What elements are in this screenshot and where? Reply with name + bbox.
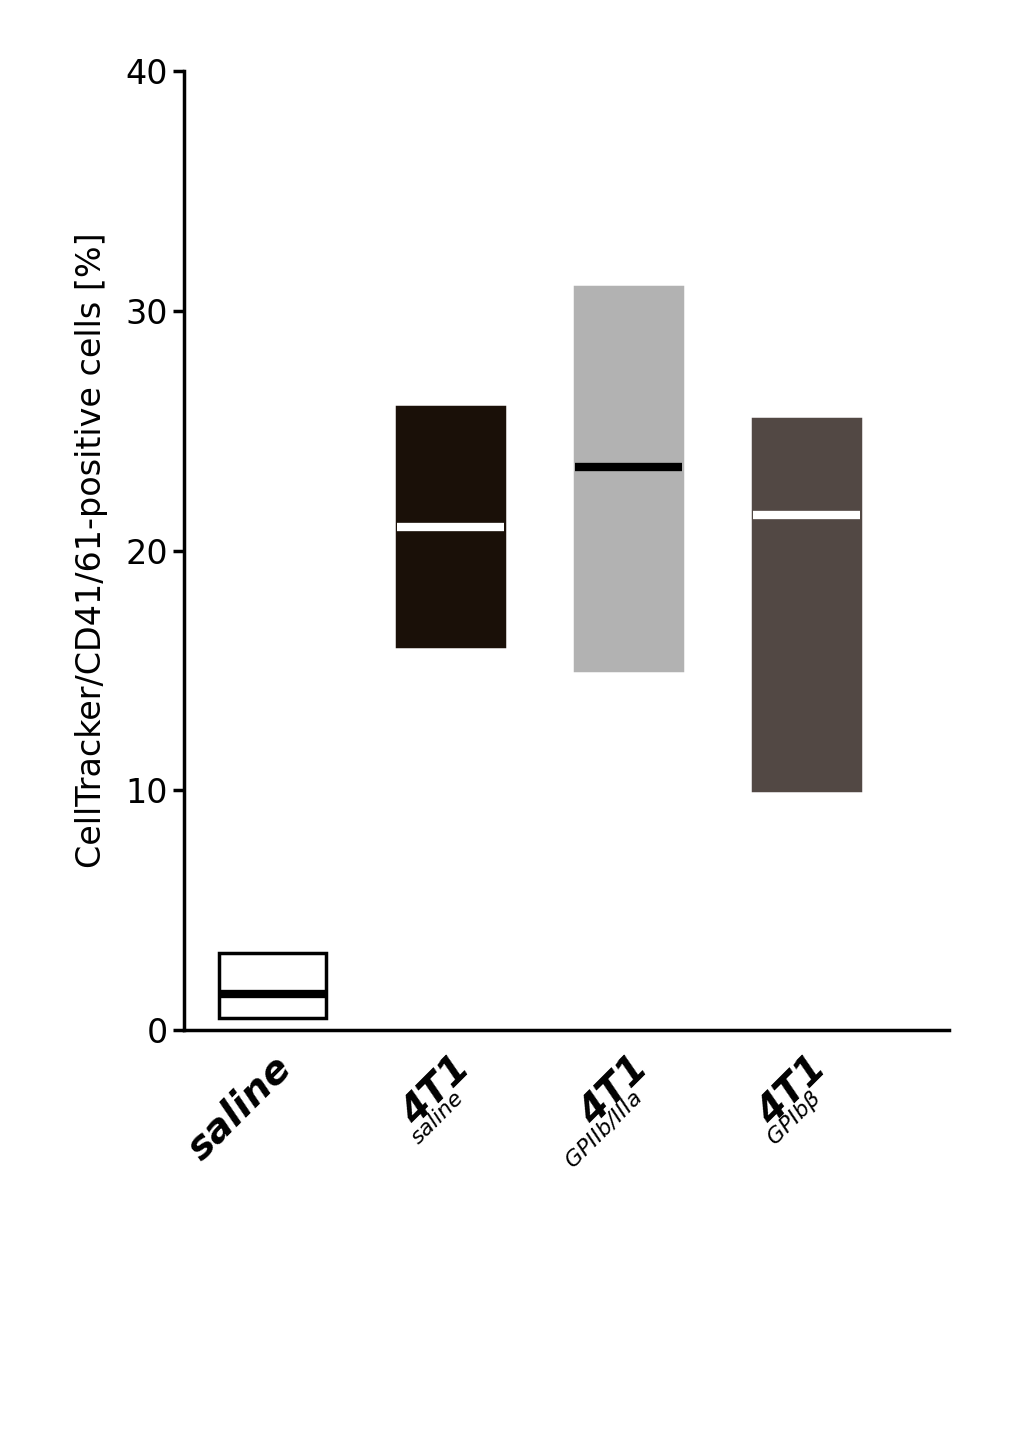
Y-axis label: CellTracker/CD41/61-positive cells [%]: CellTracker/CD41/61-positive cells [%] [75,233,108,868]
Text: GPIIb/IIIa: GPIIb/IIIa [561,1087,645,1171]
Text: saline: saline [180,1048,300,1168]
Text: 4T1: 4T1 [571,1048,654,1133]
Text: GPIbβ: GPIbβ [762,1087,823,1148]
Bar [575,287,681,671]
Text: saline: saline [408,1087,468,1147]
Text: 4T1: 4T1 [393,1048,477,1133]
Text: 4T1: 4T1 [749,1048,833,1133]
Bar [219,952,326,1018]
Bar [752,419,859,789]
Bar [396,406,503,646]
